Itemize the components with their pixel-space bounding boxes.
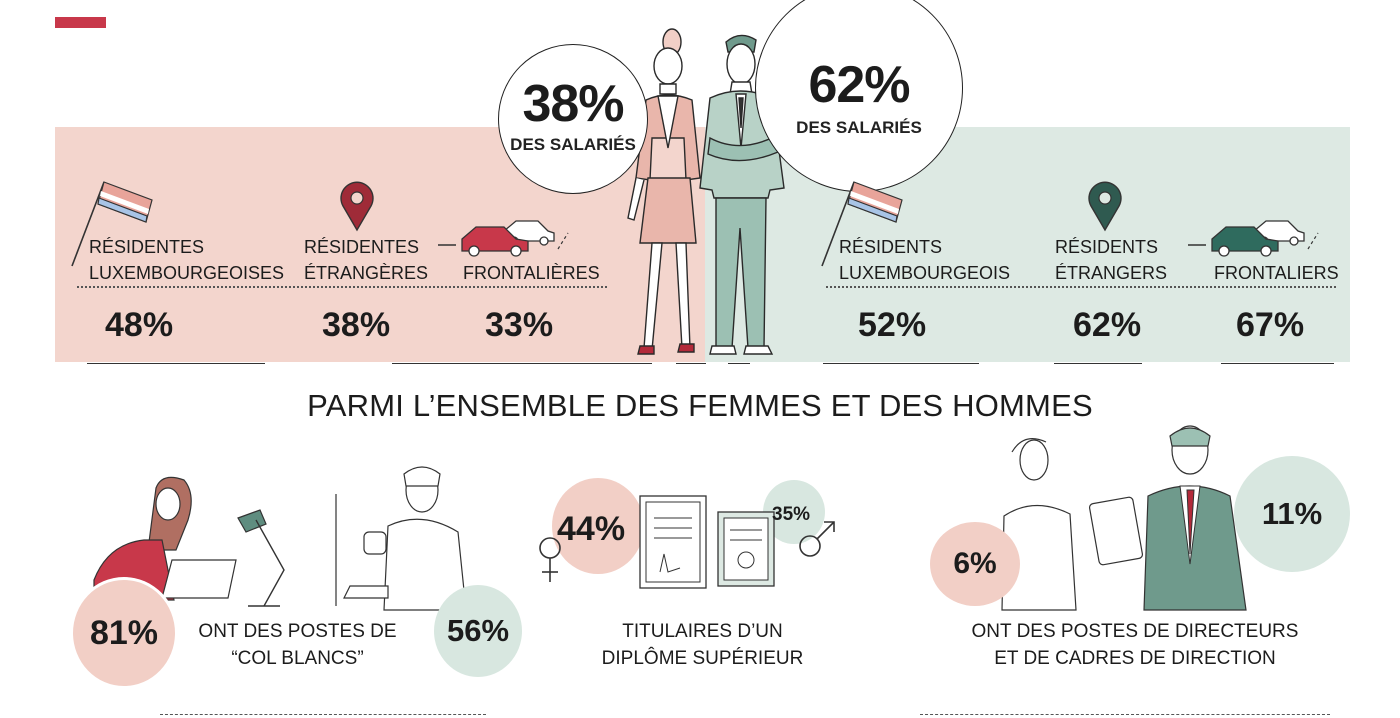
- baseline-rule: [823, 363, 979, 364]
- women-dotted-divider: [77, 286, 607, 288]
- men-cat-2-label: RÉSIDENTS ÉTRANGERS: [1055, 234, 1167, 286]
- women-cat-3-value: 33%: [485, 306, 554, 344]
- accent-bar: [55, 17, 106, 28]
- men-cat-3-label: FRONTALIERS: [1214, 263, 1339, 283]
- women-share-circle: 38% DES SALARIÉS: [498, 44, 648, 194]
- men-cat-3-value: 67%: [1236, 306, 1305, 344]
- women-cat-2-value: 38%: [322, 306, 391, 344]
- stat-3-men-bubble: 11%: [1234, 456, 1350, 572]
- executives-illustration: [1001, 425, 1247, 611]
- stat-3-caption-line2: ET DE CADRES DE DIRECTION: [994, 648, 1276, 669]
- diploma-illustration: [639, 495, 775, 589]
- stat-1-men-bubble: 56%: [434, 585, 522, 677]
- men-cat-1-label: RÉSIDENTS LUXEMBOURGEOIS: [839, 234, 1010, 286]
- women-cat-2-label: RÉSIDENTES ÉTRANGÈRES: [304, 234, 428, 286]
- men-cat-1-value: 52%: [858, 306, 927, 344]
- section-title: PARMI L’ENSEMBLE DES FEMMES ET DES HOMME…: [307, 388, 1093, 423]
- stat-2-women-bubble-bg: [552, 478, 644, 574]
- cars-icon: [438, 220, 569, 257]
- men-share-circle: 62% DES SALARIÉS: [755, 0, 963, 192]
- women-cat-2-line1: RÉSIDENTES: [304, 237, 420, 257]
- baseline-rule: [728, 363, 750, 364]
- baseline-rule: [676, 363, 706, 364]
- stat-3-caption: ONT DES POSTES DE DIRECTEURS ET DE CADRE…: [955, 618, 1315, 672]
- flag-icon: [71, 181, 153, 267]
- stat-1-men-value: 56%: [446, 613, 510, 648]
- women-cat-1-line2: LUXEMBOURGEOISES: [89, 263, 285, 283]
- stat-3-men-value: 11%: [1261, 496, 1323, 531]
- stat-1-caption-line1: ONT DES POSTES DE: [198, 621, 397, 642]
- men-dotted-divider: [826, 286, 1336, 288]
- women-cat-2-line2: ÉTRANGÈRES: [304, 263, 429, 283]
- location-pin-icon: [1088, 181, 1122, 232]
- stat-1-caption-line2: “COL BLANCS”: [231, 648, 364, 669]
- men-cat-1-line2: LUXEMBOURGEOIS: [839, 263, 1011, 283]
- women-cat-1-label: RÉSIDENTES LUXEMBOURGEOISES: [89, 234, 284, 286]
- women-cat-3-label: FRONTALIÈRES: [463, 263, 600, 283]
- women-cat-1-line1: RÉSIDENTES: [89, 237, 205, 257]
- men-cat-2-value: 62%: [1073, 306, 1142, 344]
- stat-2-caption-line1: TITULAIRES D’UN: [622, 621, 783, 642]
- stat-1-women-value: 81%: [89, 613, 159, 652]
- women-share-value: 38%: [522, 74, 624, 133]
- stat-3-divider: [920, 714, 1330, 715]
- baseline-rule: [87, 363, 265, 364]
- women-share-caption: DES SALARIÉS: [510, 134, 636, 154]
- stat-1-women-bubble: 81%: [70, 577, 178, 689]
- stat-1-caption: ONT DES POSTES DE “COL BLANCS”: [185, 618, 410, 672]
- stat-3-women-value: 6%: [953, 547, 997, 580]
- men-cat-2-line1: RÉSIDENTS: [1055, 237, 1159, 257]
- men-cat-1-line1: RÉSIDENTS: [839, 237, 943, 257]
- stat-3-women-bubble: 6%: [930, 522, 1020, 606]
- stat-2-women-value: 44%: [557, 510, 626, 548]
- stat-2-men-value: 35%: [772, 504, 811, 525]
- baseline-rule: [392, 363, 652, 364]
- men-cat-2-line2: ÉTRANGERS: [1055, 263, 1168, 283]
- flag-icon: [821, 181, 903, 267]
- female-symbol-icon: [539, 537, 561, 582]
- stat-3-caption-line1: ONT DES POSTES DE DIRECTEURS: [971, 621, 1299, 642]
- baseline-rule: [1221, 363, 1334, 364]
- men-share-caption: DES SALARIÉS: [796, 117, 922, 137]
- woman-figure: [627, 28, 701, 355]
- location-pin-icon: [340, 181, 374, 232]
- women-cat-1-value: 48%: [105, 306, 174, 344]
- male-symbol-icon: [799, 521, 835, 557]
- office-workers-illustration: [93, 466, 467, 611]
- stat-2-caption-line2: DIPLÔME SUPÉRIEUR: [601, 648, 804, 669]
- cars-icon: [1188, 220, 1319, 257]
- men-share-value: 62%: [808, 55, 910, 114]
- stat-2-caption: TITULAIRES D’UN DIPLÔME SUPÉRIEUR: [585, 618, 820, 672]
- stat-1-divider: [160, 714, 486, 715]
- baseline-rule: [1054, 363, 1142, 364]
